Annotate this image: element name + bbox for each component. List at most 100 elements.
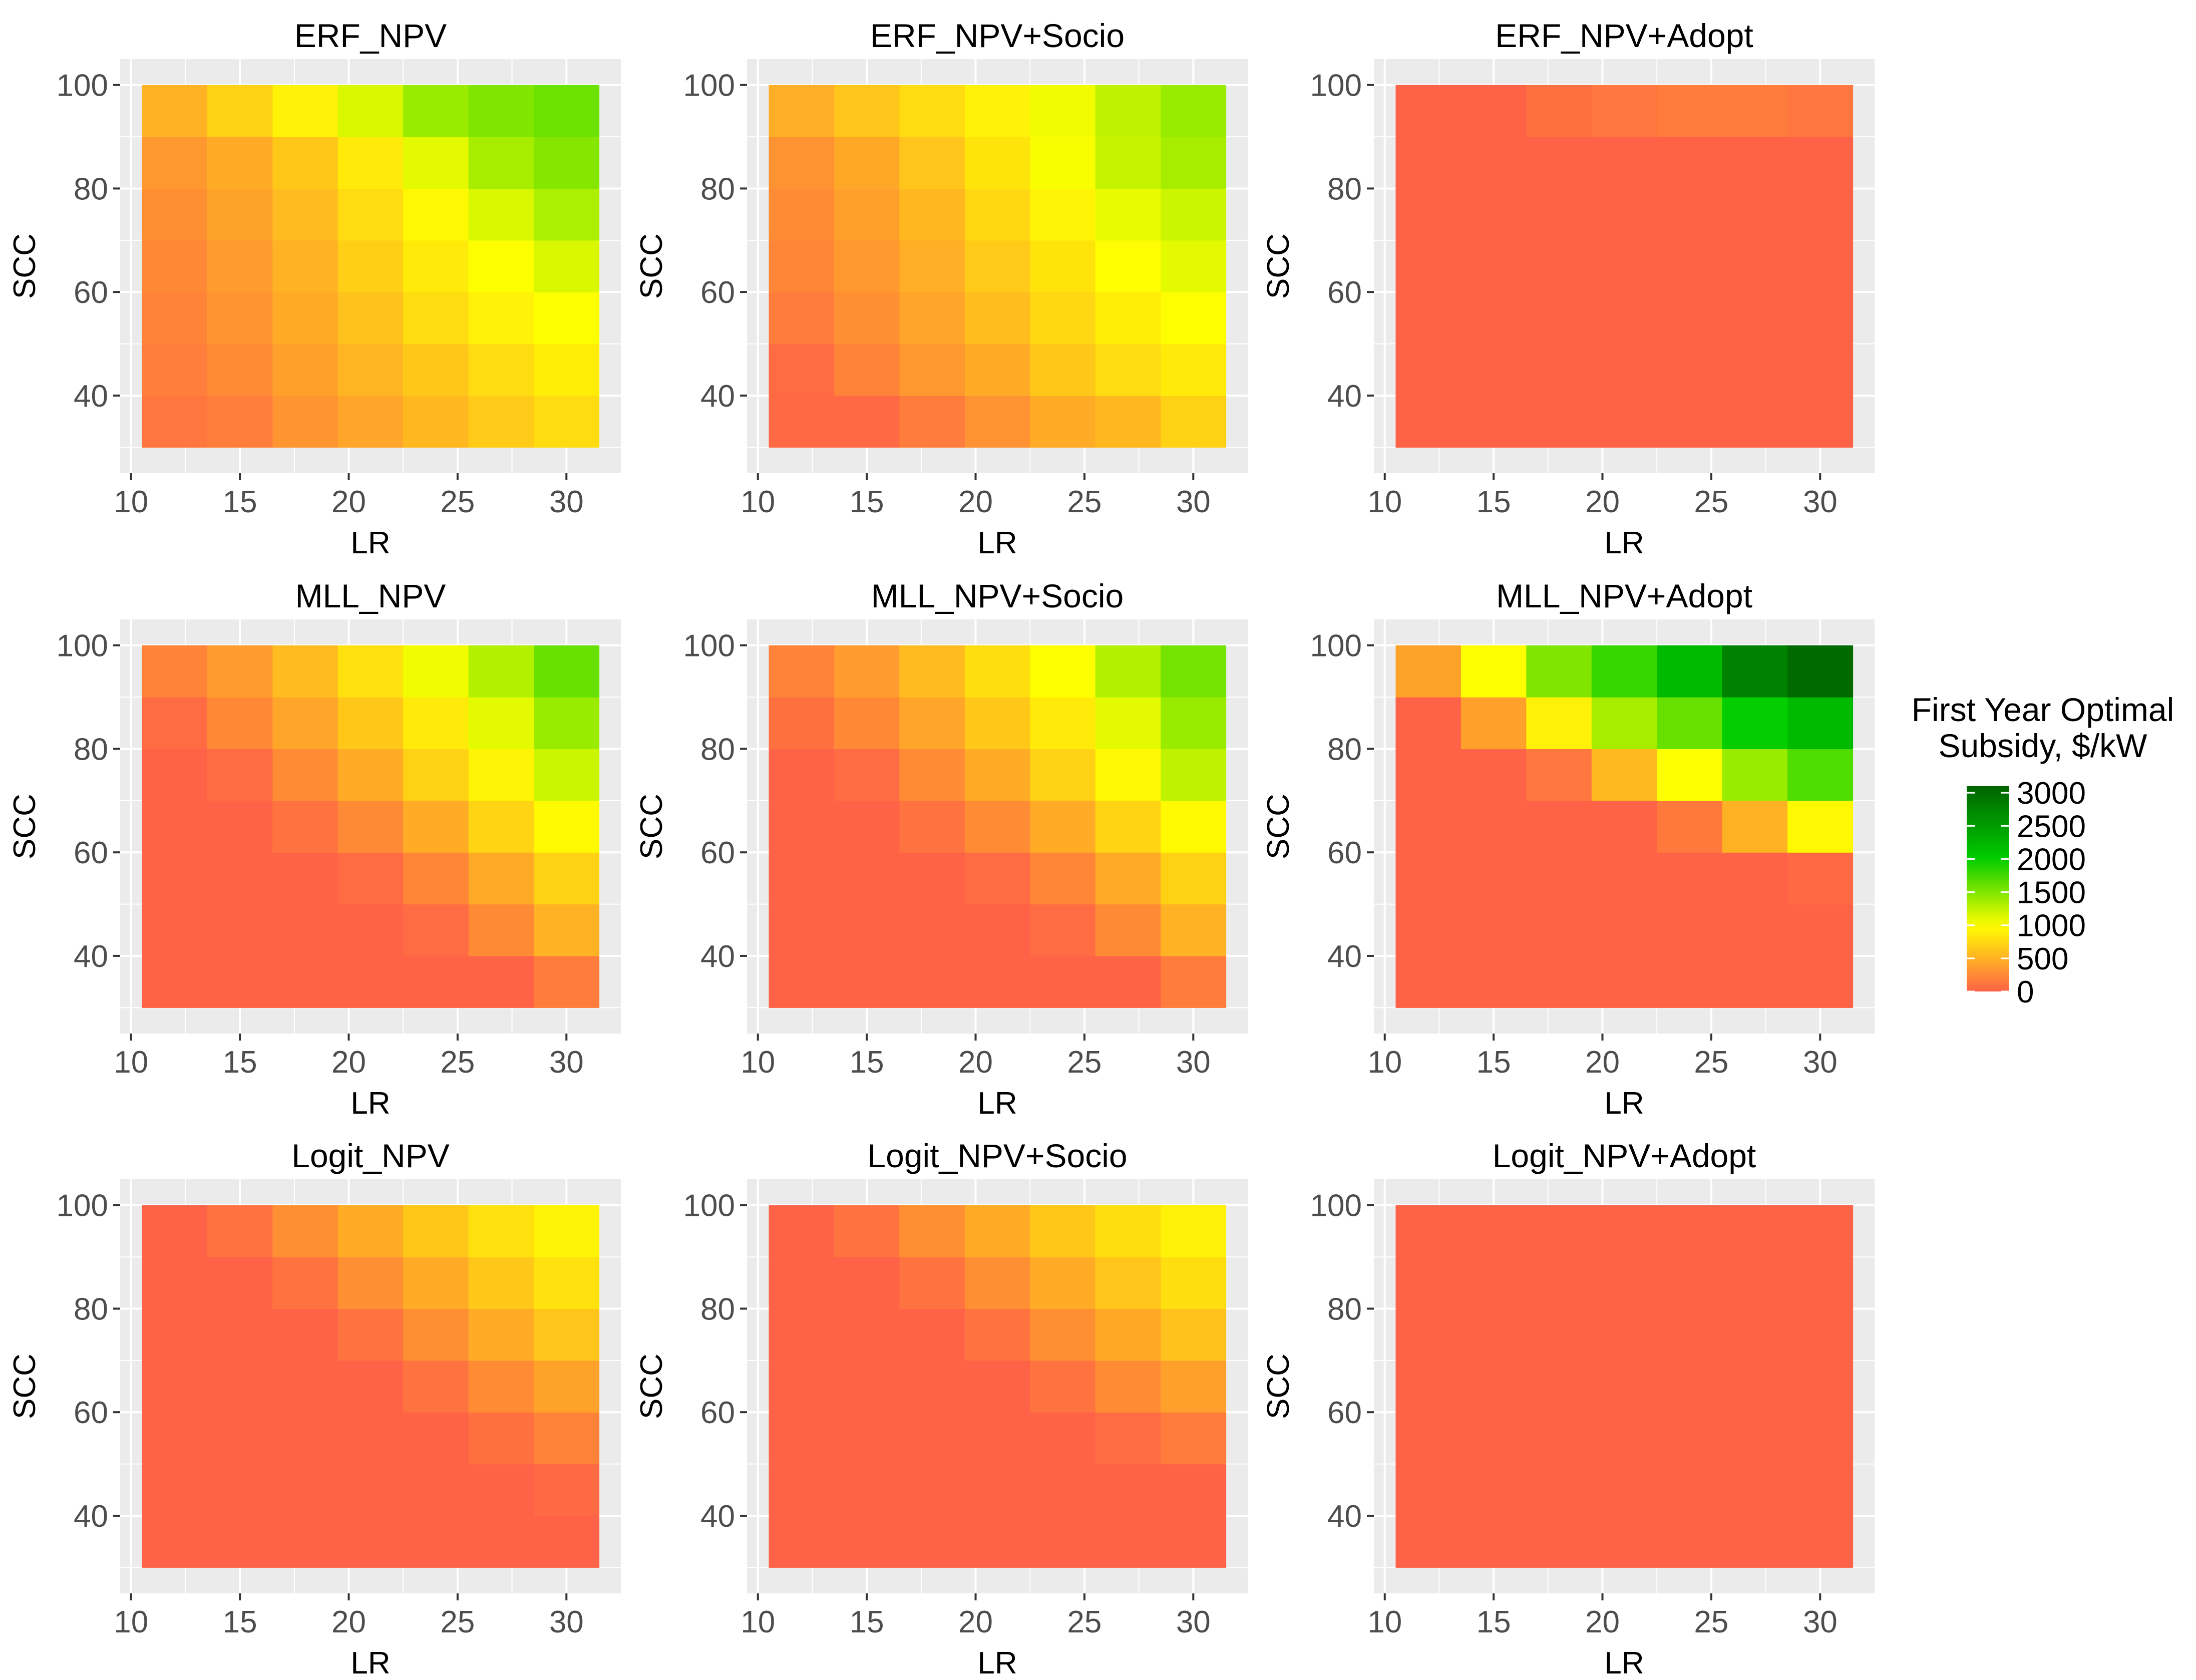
heatmap-cell (1095, 645, 1161, 698)
heatmap-cell (1787, 749, 1854, 801)
heatmap-cell (468, 800, 534, 853)
heatmap-cell (403, 904, 469, 956)
x-tick-label: 25 (440, 1605, 475, 1639)
heatmap-cell (1722, 852, 1788, 905)
heatmap-cell (1657, 852, 1723, 905)
heatmap-cell (468, 1205, 534, 1257)
heatmap-cell (1657, 292, 1723, 345)
heatmap-cell (769, 904, 835, 956)
heatmap-cell (834, 697, 900, 750)
heatmap-cell (834, 240, 900, 292)
x-tick-label: 10 (1367, 485, 1402, 519)
heatmap-cell (1395, 395, 1461, 448)
heatmap-cell (834, 800, 900, 853)
heatmap-cell (1526, 904, 1592, 956)
heatmap-cell (142, 188, 208, 241)
y-axis-title: SCC (8, 794, 42, 859)
heatmap-cell (142, 395, 208, 448)
heatmap-cell (964, 1308, 1030, 1361)
heatmap-cell (1395, 344, 1461, 396)
panel-title: ERF_NPV+Adopt (1495, 17, 1753, 54)
heatmap-panel: MLL_NPV+Adopt 10 15 20 25 30 40 60 80 100 LR SCC (1261, 577, 1875, 1121)
heatmap-cell (964, 645, 1030, 698)
heatmap-cell (1095, 1205, 1161, 1257)
heatmap-cell (142, 1412, 208, 1465)
heatmap-cell (1657, 1257, 1723, 1309)
heatmap-cell (1722, 292, 1788, 345)
heatmap-cell (1030, 800, 1096, 853)
heatmap-cell (1722, 749, 1788, 801)
panel-title: MLL_NPV (295, 577, 446, 614)
heatmap-cell (769, 395, 835, 448)
heatmap-cell (1460, 697, 1527, 750)
heatmap-cell (1161, 904, 1227, 956)
heatmap-cell (1526, 188, 1592, 241)
heatmap-cell (1787, 1464, 1854, 1516)
heatmap-cell (1526, 645, 1592, 698)
heatmap-cell (1095, 852, 1161, 905)
y-tick-label: 100 (683, 629, 735, 663)
heatmap-cell (142, 800, 208, 853)
heatmap-cell (207, 904, 273, 956)
heatmap-cell (834, 955, 900, 1008)
heatmap-cell (1095, 904, 1161, 956)
heatmap-cell (534, 800, 600, 853)
heatmap-cell (272, 395, 338, 448)
heatmap-cell (534, 395, 600, 448)
heatmap-cell (1526, 292, 1592, 345)
heatmap-cell (1460, 1257, 1527, 1309)
y-axis-title: SCC (634, 233, 669, 299)
heatmap-cell (1395, 904, 1461, 956)
heatmap-panel: MLL_NPV 10 15 20 25 30 40 60 80 100 LR SCC (8, 577, 621, 1121)
heatmap-cell (1722, 395, 1788, 448)
heatmap-cell (142, 1464, 208, 1516)
heatmap-cell (1526, 749, 1592, 801)
heatmap-cell (1460, 749, 1527, 801)
heatmap-cell (1787, 1515, 1854, 1568)
heatmap-cell (1030, 137, 1096, 189)
heatmap-cell (403, 137, 469, 189)
y-tick-label: 40 (74, 1499, 108, 1534)
heatmap-cell (1395, 240, 1461, 292)
heatmap-cell (899, 852, 965, 905)
heatmap-cell (534, 292, 600, 345)
heatmap-cell (1460, 955, 1527, 1008)
heatmap-cell (1787, 344, 1854, 396)
heatmap-cell (1460, 852, 1527, 905)
heatmap-panel: Logit_NPV 10 15 20 25 30 40 60 80 100 LR SCC (8, 1137, 621, 1680)
heatmap-cell (337, 645, 404, 698)
y-tick-label: 80 (1327, 1292, 1362, 1326)
y-tick-label: 60 (1327, 836, 1362, 870)
heatmap-cell (834, 137, 900, 189)
x-tick-label: 25 (1694, 485, 1728, 519)
x-tick-label: 15 (850, 1605, 884, 1639)
heatmap-cell (1161, 344, 1227, 396)
heatmap-cell (142, 1515, 208, 1568)
x-tick-label: 10 (741, 1605, 775, 1639)
heatmap-cell (337, 1515, 404, 1568)
heatmap-cell (834, 188, 900, 241)
panel-title: Logit_NPV+Socio (867, 1137, 1127, 1174)
heatmap-cell (1095, 292, 1161, 345)
x-axis-title: LR (977, 526, 1017, 560)
heatmap-cell (468, 85, 534, 137)
heatmap-cell (337, 1257, 404, 1309)
x-tick-label: 25 (1694, 1605, 1728, 1639)
heatmap-cell (769, 292, 835, 345)
heatmap-cell (337, 1464, 404, 1516)
heatmap-cell (1030, 1205, 1096, 1257)
heatmap-cell (1460, 800, 1527, 853)
heatmap-cell (834, 1515, 900, 1568)
heatmap-cell (337, 1412, 404, 1465)
heatmap-cell (964, 697, 1030, 750)
heatmap-cell (207, 645, 273, 698)
heatmap-cell (964, 749, 1030, 801)
heatmap-cell (1526, 1412, 1592, 1465)
heatmap-cell (1030, 697, 1096, 750)
heatmap-cell (1030, 955, 1096, 1008)
heatmap-cell (1722, 1412, 1788, 1465)
heatmap-cell (899, 137, 965, 189)
x-tick-label: 25 (440, 485, 475, 519)
heatmap-cell (337, 1360, 404, 1413)
heatmap-cell (769, 1308, 835, 1361)
